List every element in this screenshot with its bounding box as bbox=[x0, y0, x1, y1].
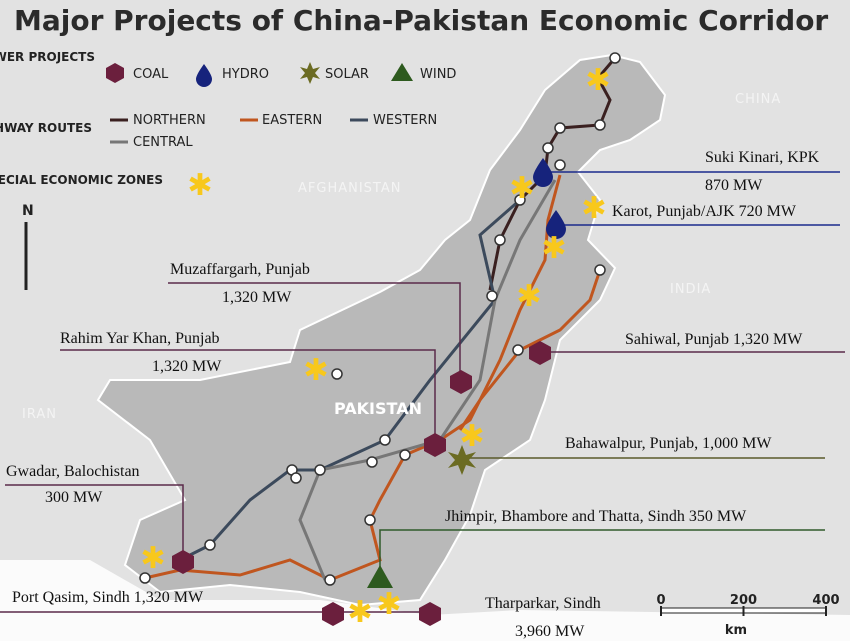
hydro-marker bbox=[533, 158, 553, 187]
legend-coal bbox=[106, 63, 124, 83]
svg-text:✱: ✱ bbox=[459, 419, 484, 454]
project-name: Sahiwal, Punjab 1,320 MW bbox=[625, 331, 803, 348]
scale-unit: km bbox=[725, 623, 747, 638]
project-name: Rahim Yar Khan, Punjab bbox=[60, 330, 220, 347]
wind-marker bbox=[367, 565, 393, 588]
project-capacity: 870 MW bbox=[705, 177, 763, 194]
northern-route bbox=[488, 57, 617, 291]
svg-text:✱: ✱ bbox=[347, 595, 372, 630]
project-capacity: 3,960 MW bbox=[515, 623, 585, 640]
project-name: Tharparkar, Sindh bbox=[485, 595, 601, 612]
leader-lines bbox=[0, 171, 845, 613]
legend-solar bbox=[300, 62, 320, 84]
western-route bbox=[179, 198, 521, 562]
svg-text:✱: ✱ bbox=[581, 191, 606, 226]
legend-label: CENTRAL bbox=[133, 135, 193, 150]
eastern-route-2 bbox=[458, 269, 602, 431]
legend-label: HYDRO bbox=[222, 67, 269, 82]
project-name: Suki Kinari, KPK bbox=[705, 149, 820, 166]
sea bbox=[0, 560, 850, 641]
eastern-route bbox=[144, 174, 562, 582]
scale-tick-label: 200 bbox=[730, 593, 757, 608]
svg-text:✱: ✱ bbox=[516, 279, 541, 314]
scale-tick-label: 400 bbox=[812, 593, 839, 608]
project-name: Port Qasim, Sindh 1,320 MW bbox=[12, 589, 204, 606]
legend-label: EASTERN bbox=[262, 113, 322, 128]
scale-bar: km 0 200 400 bbox=[656, 593, 839, 638]
project-capacity: 300 MW bbox=[45, 489, 103, 506]
pakistan-shape bbox=[96, 53, 667, 607]
country-label: INDIA bbox=[670, 282, 711, 297]
country-label: IRAN bbox=[22, 407, 57, 422]
country-label: AFGHANISTAN bbox=[298, 181, 401, 196]
project-name: Muzaffargarh, Punjab bbox=[170, 261, 310, 278]
svg-text:✱: ✱ bbox=[187, 168, 212, 203]
project-name: Bahawalpur, Punjab, 1,000 MW bbox=[565, 435, 772, 452]
country-label: CHINA bbox=[735, 92, 781, 107]
project-name: Gwadar, Balochistan bbox=[6, 463, 140, 480]
compass: N bbox=[22, 203, 34, 219]
legend-wind bbox=[391, 63, 413, 81]
project-capacity: 1,320 MW bbox=[222, 289, 292, 306]
project-name: Jhimpir, Bhambore and Thatta, Sindh 350 … bbox=[445, 508, 747, 525]
svg-text:✱: ✱ bbox=[509, 171, 534, 206]
legend-label: WESTERN bbox=[373, 113, 437, 128]
svg-text:✱: ✱ bbox=[140, 541, 165, 576]
legend-label: WIND bbox=[420, 67, 456, 82]
svg-text:✱: ✱ bbox=[585, 63, 610, 98]
svg-text:✱: ✱ bbox=[303, 353, 328, 388]
coal-markers bbox=[172, 341, 551, 626]
title: Major Projects of China-Pakistan Economi… bbox=[14, 4, 828, 37]
legend-heading: SPECIAL ECONOMIC ZONES bbox=[0, 173, 163, 187]
svg-text:✱: ✱ bbox=[541, 231, 566, 266]
route-nodes bbox=[139, 52, 621, 586]
legend-heading: HIGHWAY ROUTES bbox=[0, 121, 92, 135]
legend-hydro bbox=[196, 64, 212, 87]
legend-heading: POWER PROJECTS bbox=[0, 50, 95, 64]
legend-label: COAL bbox=[133, 67, 169, 82]
scale-tick-label: 0 bbox=[656, 593, 665, 608]
project-capacity: 1,320 MW bbox=[152, 358, 222, 375]
country-label: PAKISTAN bbox=[334, 399, 422, 418]
legend-label: NORTHERN bbox=[133, 113, 206, 128]
hydro-marker bbox=[546, 210, 566, 239]
legend-label: SOLAR bbox=[325, 67, 369, 82]
solar-marker bbox=[448, 445, 476, 475]
sez-markers: ✱✱✱✱✱✱✱✱✱ ✱✱ bbox=[140, 63, 610, 630]
svg-text:✱: ✱ bbox=[376, 587, 401, 622]
project-name: Karot, Punjab/AJK 720 MW bbox=[612, 203, 797, 220]
